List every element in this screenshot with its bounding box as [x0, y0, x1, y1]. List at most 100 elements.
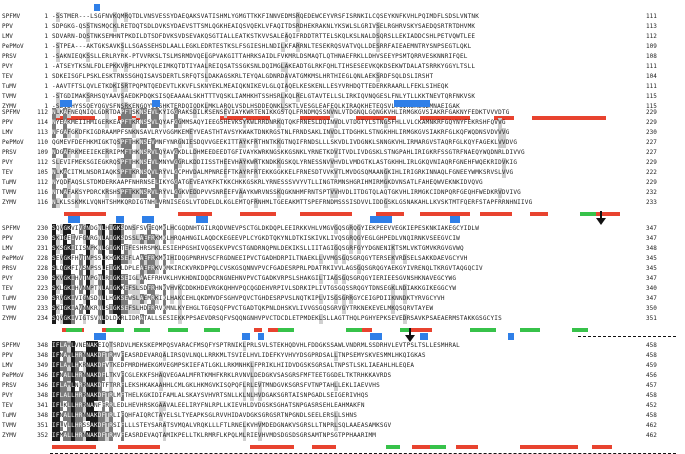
end-position: 115	[646, 103, 657, 110]
species-label: TEV	[2, 73, 13, 80]
start-position: 230	[37, 225, 48, 232]
species-label: PVY	[2, 159, 13, 166]
helix-bar	[594, 212, 620, 216]
helix-bar	[178, 212, 212, 216]
helix-bar	[494, 116, 514, 120]
helix-bar	[52, 445, 96, 449]
sequence: SDPGKG-QSSTNSMQCKLRETDQTSDLDVKSYDAEVSTTS…	[52, 22, 476, 32]
species-label: PePMoV	[2, 139, 24, 146]
end-position: 112	[646, 33, 657, 40]
end-position: 115	[646, 93, 657, 100]
end-position: 111	[646, 83, 657, 90]
species-label: TVMV	[2, 93, 17, 100]
end-position: 227	[646, 139, 657, 146]
sequence: NLKAFNEQNIQLGDRTDAPFTSKNSEVLKYIGGRAKSDIL…	[52, 108, 510, 118]
helix-bar	[254, 328, 262, 332]
species-label: TEV	[2, 402, 13, 409]
sequence: NYEAKMEIIHMIGERKEAPFTKRNSSVLQYAFGGMMSAQY…	[52, 118, 506, 128]
helix-bar	[250, 445, 294, 449]
start-position: 231	[37, 245, 48, 252]
sequence: IFNALLHRNNAKDFTRLIFQHFAIQRCTAYELSLTYEAPK…	[52, 411, 357, 421]
species-label: TVMV	[2, 422, 17, 429]
down-arrow-icon	[405, 327, 415, 342]
end-position: 458	[646, 352, 657, 359]
end-position: 108	[646, 53, 657, 60]
species-label: PRSV	[2, 149, 17, 156]
strand-bar	[346, 328, 362, 332]
helix-bar	[300, 212, 352, 216]
start-position: 352	[37, 432, 48, 439]
start-position: 1	[44, 33, 48, 40]
start-position: 348	[37, 392, 48, 399]
end-position: 350	[646, 305, 657, 312]
species-label: PRSV	[2, 53, 17, 60]
marker-box	[394, 100, 430, 107]
species-label: LMV	[2, 33, 13, 40]
start-position: 110	[37, 139, 48, 146]
species-label: PePMoV	[2, 372, 24, 379]
end-position: 458	[646, 342, 657, 349]
start-position: 1	[44, 103, 48, 110]
species-label: LMV	[2, 245, 13, 252]
end-position: 457	[646, 382, 657, 389]
marker-box	[420, 333, 428, 340]
end-position: 340	[646, 285, 657, 292]
end-position: 111	[646, 13, 657, 20]
sequence: NDGAFRKMEEIEKERRIPMFTHKNSRVLQYAVGKDLLDHM…	[52, 148, 525, 158]
start-position: 228	[37, 255, 48, 262]
start-position: 116	[37, 189, 48, 196]
sequence: -STGDIMAKSRHSQYAAVSAEDKPDQKSISQEAAAALSKH…	[52, 92, 476, 102]
helix-bar	[456, 445, 478, 449]
sequence: SDVARN-DQSTNKSEMHNTPKDILDTSDFDVKSVDSEVAK…	[52, 32, 476, 42]
species-label: PPV	[2, 235, 13, 242]
species-label: TEV	[2, 285, 13, 292]
start-position: 113	[37, 129, 48, 136]
start-position: 230	[37, 275, 48, 282]
strand-bar	[134, 328, 150, 332]
end-position: 109	[646, 43, 657, 50]
end-position: 351	[646, 315, 657, 322]
start-position: 112	[37, 179, 48, 186]
marker-box	[370, 216, 392, 223]
marker-box	[450, 216, 460, 223]
start-position: 346	[37, 372, 48, 379]
sequence: SKIGEIVFGNRGNLAIGKSDSSLAEFRKMKLHRQAHNGIL…	[52, 234, 460, 244]
strand-bar	[470, 328, 496, 332]
species-label: PPV	[2, 119, 13, 126]
start-position: 348	[37, 352, 48, 359]
marker-box	[196, 216, 208, 223]
species-label: ZYMV	[2, 199, 17, 206]
sequence: SLQGKFIVSNPSSLEIGKLDPLEAEFRKVKMKIRCKVRKD…	[52, 264, 483, 274]
end-position: 462	[646, 432, 657, 439]
sequence: IFLAMLVNENAKEIQTSRDVLMEKSKEPMPQSVARACFMS…	[52, 341, 460, 351]
start-position: 1	[44, 13, 48, 20]
sequence: -AAVTFTSLQVLETKDKISRTPQPNTQEDEVTLKKVFLSK…	[52, 82, 449, 92]
start-position: 234	[37, 315, 48, 322]
species-label: TuMV	[2, 83, 17, 90]
end-position: 347	[646, 225, 657, 232]
sequence: QGMEVFDEFHKMIGKTQSPFTHKNSEVMNFYNRGNIESDQ…	[52, 138, 518, 148]
start-position: 230	[37, 295, 48, 302]
species-label: SPFMV	[2, 13, 21, 20]
end-position: 229	[646, 119, 657, 126]
start-position: 351	[37, 422, 48, 429]
start-position: 223	[37, 285, 48, 292]
species-label: PVY	[2, 392, 13, 399]
helix-bar	[480, 212, 512, 216]
sequence: IFLKLLHRRNANFFRRLEDLHEVHRSKGAAVALEELIRYF…	[52, 401, 365, 411]
species-label: LMV	[2, 129, 13, 136]
end-position: 227	[646, 149, 657, 156]
strand-bar	[580, 212, 596, 216]
species-label: PVY	[2, 275, 13, 282]
sequence: SRVGKIVIGNSDNLLHGKSEWSLAEMRKIKLHAKCEHLQK…	[52, 294, 445, 304]
strand-bar	[386, 445, 400, 449]
helix-bar	[408, 328, 432, 332]
sequence: SKSGKIIISNPKNLGIGKTEFESHRSMKLESIEHPGSHIV…	[52, 244, 464, 254]
start-position: 112	[37, 159, 48, 166]
species-label: SPFMV	[2, 342, 21, 349]
start-position: 1	[44, 53, 48, 60]
end-position: 456	[646, 372, 657, 379]
marker-box	[508, 333, 514, 340]
start-position: 341	[37, 402, 48, 409]
helix-bar	[118, 445, 160, 449]
